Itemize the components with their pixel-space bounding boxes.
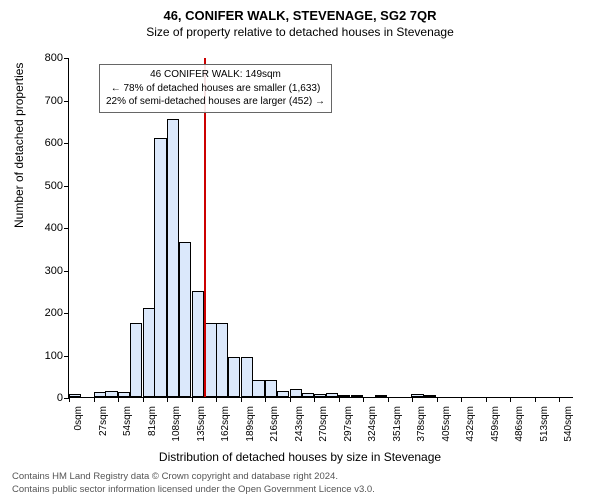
histogram-bar (252, 380, 264, 397)
y-tick-label: 300 (33, 265, 63, 277)
x-tick-label: 324sqm (367, 406, 378, 442)
x-tick-label: 486sqm (514, 406, 525, 442)
x-tick-label: 270sqm (318, 406, 329, 442)
x-tick-label: 27sqm (98, 406, 109, 436)
histogram-bar (143, 308, 155, 397)
y-tick-mark (64, 58, 69, 59)
x-tick-mark (118, 397, 119, 402)
footer-line: Contains HM Land Registry data © Crown c… (12, 471, 375, 483)
histogram-bar (424, 395, 436, 397)
annotation-line: 22% of semi-detached houses are larger (… (106, 95, 325, 109)
x-tick-mark (412, 397, 413, 402)
y-tick-mark (64, 101, 69, 102)
x-tick-label: 459sqm (490, 406, 501, 442)
histogram-bar (192, 291, 204, 397)
y-tick-label: 700 (33, 95, 63, 107)
y-tick-label: 500 (33, 180, 63, 192)
histogram-bar (130, 323, 142, 397)
histogram-bar (277, 391, 289, 397)
x-tick-label: 216sqm (269, 406, 280, 442)
histogram-bar (375, 395, 387, 397)
y-tick-mark (64, 143, 69, 144)
x-tick-label: 351sqm (392, 406, 403, 442)
histogram-bar (411, 394, 423, 397)
y-tick-label: 0 (33, 392, 63, 404)
x-axis-label: Distribution of detached houses by size … (0, 450, 600, 464)
x-tick-label: 81sqm (147, 406, 158, 436)
x-tick-label: 135sqm (196, 406, 207, 442)
y-tick-label: 200 (33, 307, 63, 319)
annotation-line: ← 78% of detached houses are smaller (1,… (106, 82, 325, 96)
x-tick-mark (535, 397, 536, 402)
x-tick-label: 162sqm (220, 406, 231, 442)
x-tick-mark (69, 397, 70, 402)
x-tick-label: 243sqm (294, 406, 305, 442)
x-tick-mark (143, 397, 144, 402)
histogram-bar (94, 392, 106, 397)
x-tick-label: 432sqm (465, 406, 476, 442)
histogram-bar (338, 395, 350, 397)
histogram-bar (179, 242, 191, 397)
histogram-bar (351, 395, 363, 397)
y-tick-label: 800 (33, 52, 63, 64)
histogram-bar (69, 394, 81, 397)
histogram-bar (167, 119, 179, 397)
histogram-bar (290, 389, 302, 398)
x-tick-label: 297sqm (343, 406, 354, 442)
histogram-bar (228, 357, 240, 397)
histogram-bar (326, 393, 338, 397)
y-tick-mark (64, 186, 69, 187)
y-tick-mark (64, 271, 69, 272)
histogram-bar (216, 323, 228, 397)
x-tick-mark (314, 397, 315, 402)
x-tick-mark (339, 397, 340, 402)
y-tick-label: 400 (33, 222, 63, 234)
y-tick-mark (64, 356, 69, 357)
chart-area: 01002003004005006007008000sqm27sqm54sqm8… (68, 58, 573, 398)
footer-attribution: Contains HM Land Registry data © Crown c… (12, 471, 375, 496)
x-tick-mark (265, 397, 266, 402)
x-tick-mark (241, 397, 242, 402)
x-tick-mark (486, 397, 487, 402)
histogram-bar (118, 392, 130, 397)
x-tick-label: 54sqm (122, 406, 133, 436)
x-tick-label: 0sqm (73, 406, 84, 430)
x-tick-label: 378sqm (416, 406, 427, 442)
x-tick-mark (559, 397, 560, 402)
x-tick-label: 540sqm (563, 406, 574, 442)
x-tick-mark (363, 397, 364, 402)
x-tick-mark (216, 397, 217, 402)
x-tick-label: 405sqm (441, 406, 452, 442)
histogram-bar (154, 138, 166, 397)
x-tick-label: 108sqm (171, 406, 182, 442)
histogram-bar (241, 357, 253, 397)
y-tick-label: 100 (33, 350, 63, 362)
chart-subtitle: Size of property relative to detached ho… (0, 23, 600, 45)
annotation-line: 46 CONIFER WALK: 149sqm (106, 68, 325, 82)
x-tick-mark (510, 397, 511, 402)
y-tick-mark (64, 313, 69, 314)
histogram-bar (302, 393, 314, 397)
annotation-box: 46 CONIFER WALK: 149sqm← 78% of detached… (99, 64, 332, 113)
histogram-bar (265, 380, 277, 397)
plot-region: 01002003004005006007008000sqm27sqm54sqm8… (68, 58, 573, 398)
y-axis-label: Number of detached properties (12, 63, 26, 228)
x-tick-label: 189sqm (245, 406, 256, 442)
histogram-bar (204, 323, 216, 397)
histogram-bar (314, 394, 326, 397)
x-tick-label: 513sqm (539, 406, 550, 442)
histogram-bar (105, 391, 117, 397)
x-tick-mark (192, 397, 193, 402)
footer-line: Contains public sector information licen… (12, 484, 375, 496)
x-tick-mark (167, 397, 168, 402)
x-tick-mark (94, 397, 95, 402)
y-tick-mark (64, 228, 69, 229)
x-tick-mark (461, 397, 462, 402)
chart-title: 46, CONIFER WALK, STEVENAGE, SG2 7QR (0, 0, 600, 23)
y-tick-label: 600 (33, 137, 63, 149)
x-tick-mark (388, 397, 389, 402)
x-tick-mark (437, 397, 438, 402)
x-tick-mark (290, 397, 291, 402)
